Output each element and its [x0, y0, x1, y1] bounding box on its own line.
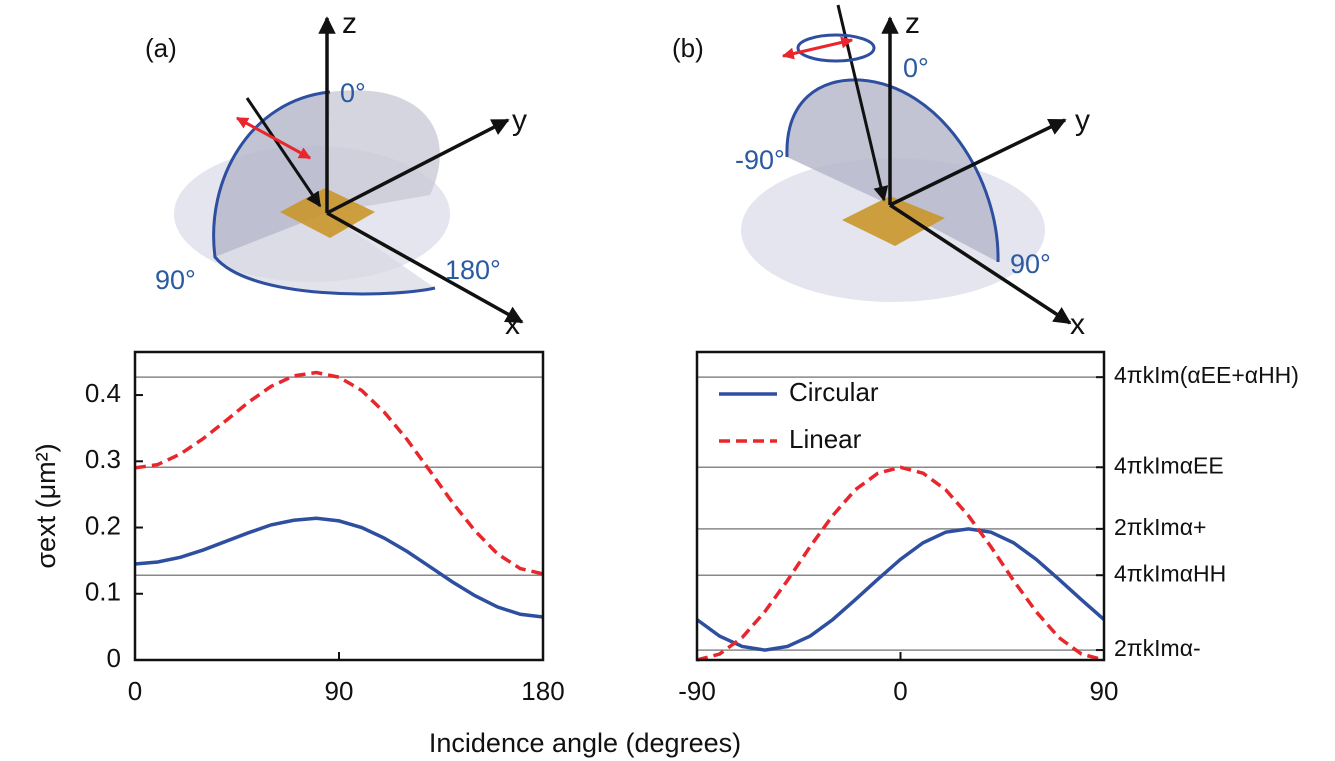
axis-label: x [505, 308, 520, 341]
y-tick-label: 4πkImαEE [1114, 452, 1224, 478]
x-axis-title: Incidence angle (degrees) [429, 728, 741, 758]
diagram-a: (a) z y x 0° 90° 180° [145, 7, 527, 341]
y-tick-label: 0.2 [85, 510, 121, 540]
y-tick-label: 0.3 [85, 444, 121, 474]
y-tick-label: 2πkImα+ [1114, 514, 1206, 540]
series-line [696, 465, 1105, 662]
angle-label: -90° [735, 145, 785, 175]
y-tick-label: 2πkImα- [1114, 635, 1201, 661]
axis-label: x [1070, 308, 1085, 341]
y-axis-title: σext (μm²) [31, 443, 61, 568]
circular-polarization [796, 33, 876, 63]
series-line [695, 527, 1106, 652]
axis-label: y [512, 104, 527, 137]
angle-label: 0° [903, 53, 929, 83]
x-tick-label: 90 [1090, 676, 1119, 706]
x-axis [889, 203, 1072, 325]
series-line [134, 370, 544, 576]
half-plane [215, 213, 435, 295]
y-tick-label: 0.4 [85, 378, 121, 408]
polarization [781, 36, 854, 60]
legend-label: Linear [789, 424, 862, 454]
x-tick-label: 0 [893, 676, 907, 706]
axis-label: z [342, 7, 357, 40]
panel-label: (b) [672, 33, 704, 63]
arc [785, 78, 1000, 263]
series-line [134, 516, 544, 619]
half-plane [327, 90, 440, 213]
x-tick-label: 180 [521, 676, 564, 706]
x-tick-label: 90 [325, 676, 354, 706]
axis-label: z [905, 7, 920, 40]
plot-frame [695, 350, 1106, 662]
x-tick-label: 0 [128, 676, 142, 706]
panel-label: (a) [145, 33, 177, 63]
plot-frame [133, 350, 545, 662]
y-axis [326, 118, 510, 215]
y-tick-label: 0 [107, 643, 121, 673]
legend-label: Circular [789, 377, 879, 407]
particle [842, 196, 945, 246]
y-tick-label: 4πkIm(αEE+αHH) [1114, 362, 1299, 388]
x-tick-label: -90 [678, 676, 716, 706]
polarization [235, 116, 312, 160]
angle-label: 90° [155, 265, 196, 295]
angle-label: 0° [340, 78, 366, 108]
diagram-b: (b) z y x 0° -90° 90° [672, 4, 1090, 341]
axis-label: y [1075, 104, 1090, 137]
x-axis [326, 211, 524, 324]
y-tick-label: 0.1 [85, 577, 121, 607]
angle-label: 90° [1010, 249, 1051, 279]
angle-label: 180° [445, 255, 501, 285]
y-tick-label: 4πkImαHH [1114, 560, 1226, 586]
y-axis [889, 118, 1067, 207]
